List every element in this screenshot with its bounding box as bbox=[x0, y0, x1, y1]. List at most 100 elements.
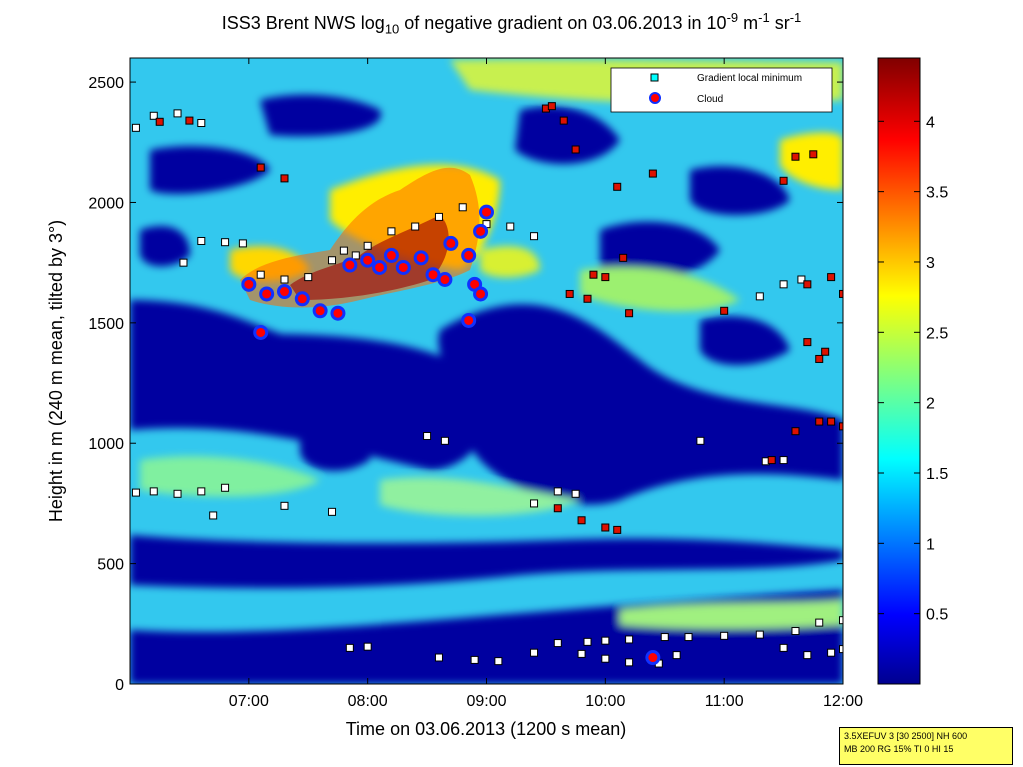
gradient-min-marker bbox=[339, 246, 348, 255]
cloud-marker bbox=[443, 235, 459, 251]
local-max-marker bbox=[803, 338, 812, 347]
gradient-min-marker bbox=[839, 616, 843, 625]
colorbar-tick-label: 0.5 bbox=[926, 607, 948, 624]
local-max-marker bbox=[803, 280, 812, 289]
gradient-min-marker bbox=[839, 645, 843, 654]
local-max-marker bbox=[565, 289, 574, 298]
local-max-marker bbox=[815, 354, 824, 363]
local-max-marker bbox=[821, 347, 830, 356]
gradient-min-marker bbox=[672, 651, 681, 660]
cloud-marker bbox=[437, 272, 453, 288]
gradient-min-marker bbox=[173, 109, 182, 118]
info-line-1: 3.5XEFUV 3 [30 2500] NH 600 bbox=[844, 731, 968, 741]
x-tick-label: 09:00 bbox=[466, 693, 506, 710]
x-axis-label: Time on 03.06.2013 (1200 s mean) bbox=[346, 719, 627, 739]
gradient-min-marker bbox=[131, 488, 140, 497]
gradient-min-marker bbox=[791, 627, 800, 636]
gradient-min-marker bbox=[803, 651, 812, 660]
legend-label-cloud: Cloud bbox=[697, 94, 723, 105]
gradient-min-marker bbox=[131, 123, 140, 132]
local-max-marker bbox=[648, 169, 657, 178]
info-line-2: MB 200 RG 15% TI 0 HI 15 bbox=[844, 744, 954, 754]
gradient-min-marker bbox=[494, 657, 503, 666]
gradient-min-marker bbox=[434, 653, 443, 662]
cloud-marker bbox=[312, 303, 328, 319]
gradient-min-marker bbox=[197, 236, 206, 245]
local-max-marker bbox=[619, 253, 628, 262]
cloud-marker bbox=[360, 252, 376, 268]
local-max-marker bbox=[559, 116, 568, 125]
gradient-min-marker bbox=[470, 655, 479, 664]
cloud-marker bbox=[372, 259, 388, 275]
cloud-marker bbox=[342, 257, 358, 273]
cloud-marker bbox=[294, 291, 310, 307]
x-tick-label: 07:00 bbox=[229, 693, 269, 710]
local-max-marker bbox=[625, 309, 634, 318]
gradient-min-marker bbox=[797, 275, 806, 284]
gradient-min-marker bbox=[256, 270, 265, 279]
gradient-min-marker bbox=[696, 436, 705, 445]
colorbar-ticks: 0.5 1 1.5 2 2.5 3 3.5 4 bbox=[878, 114, 948, 624]
gradient-min-marker bbox=[755, 292, 764, 301]
local-max-marker bbox=[791, 152, 800, 161]
gradient-min-marker bbox=[238, 239, 247, 248]
colorbar-tick-label: 2.5 bbox=[926, 325, 948, 342]
local-max-marker bbox=[547, 102, 556, 111]
gradient-min-marker bbox=[345, 643, 354, 652]
cloud-marker bbox=[461, 312, 477, 328]
gradient-min-marker bbox=[328, 507, 337, 516]
gradient-min-marker bbox=[149, 111, 158, 120]
local-max-marker bbox=[577, 516, 586, 525]
gradient-min-marker bbox=[351, 251, 360, 260]
gradient-min-marker bbox=[197, 119, 206, 128]
y-axis-label: Height in m (240 m mean, tilted by 3°) bbox=[46, 220, 66, 522]
local-max-marker bbox=[613, 525, 622, 534]
local-max-marker bbox=[791, 427, 800, 436]
y-tick-label: 2500 bbox=[88, 75, 124, 92]
gradient-min-marker bbox=[363, 642, 372, 651]
local-max-marker bbox=[155, 117, 164, 126]
x-axis: 07:00 08:00 09:00 10:00 11:00 12:00 bbox=[229, 58, 863, 710]
gradient-min-marker bbox=[571, 489, 580, 498]
local-max-marker bbox=[779, 176, 788, 185]
gradient-min-marker bbox=[173, 489, 182, 498]
gradient-min-marker bbox=[328, 256, 337, 265]
y-axis: 0 500 1000 1500 2000 2500 bbox=[88, 75, 843, 694]
gradient-min-marker bbox=[684, 633, 693, 642]
legend-box bbox=[610, 67, 833, 113]
gradient-min-marker bbox=[411, 222, 420, 231]
cloud-marker bbox=[395, 259, 411, 275]
y-tick-label: 1000 bbox=[88, 436, 124, 453]
gradient-min-marker bbox=[304, 273, 313, 282]
gradient-min-marker bbox=[553, 487, 562, 496]
cloud-marker bbox=[413, 250, 429, 266]
colorbar bbox=[877, 57, 921, 685]
local-max-marker bbox=[839, 289, 843, 298]
colorbar-tick-label: 1 bbox=[926, 536, 935, 553]
cloud-marker bbox=[461, 247, 477, 263]
cloud-marker bbox=[330, 305, 346, 321]
chart-title: ISS3 Brent NWS log10 of negative gradien… bbox=[221, 10, 802, 37]
y-tick-label: 500 bbox=[97, 557, 124, 574]
cloud-marker bbox=[645, 650, 661, 666]
gradient-min-marker bbox=[779, 280, 788, 289]
gradient-min-marker bbox=[815, 618, 824, 627]
x-tick-label: 11:00 bbox=[705, 693, 744, 710]
y-tick-label: 1500 bbox=[88, 316, 124, 333]
gradient-min-marker bbox=[149, 487, 158, 496]
info-box: 3.5XEFUV 3 [30 2500] NH 600 MB 200 RG 15… bbox=[839, 727, 1013, 765]
gradient-min-marker bbox=[363, 241, 372, 250]
colorbar-tick-label: 4 bbox=[926, 114, 935, 131]
gradient-min-marker bbox=[601, 636, 610, 645]
gradient-min-marker bbox=[530, 499, 539, 508]
colorbar-tick-label: 1.5 bbox=[926, 466, 948, 483]
local-max-marker bbox=[720, 306, 729, 315]
legend-marker-gradient-min bbox=[650, 73, 659, 82]
gradient-min-marker bbox=[221, 238, 230, 247]
gradient-min-marker bbox=[720, 631, 729, 640]
local-max-marker bbox=[613, 182, 622, 191]
x-tick-label: 10:00 bbox=[585, 693, 625, 710]
legend: Gradient local minimum Cloud bbox=[610, 67, 833, 113]
cloud-marker bbox=[479, 204, 494, 220]
